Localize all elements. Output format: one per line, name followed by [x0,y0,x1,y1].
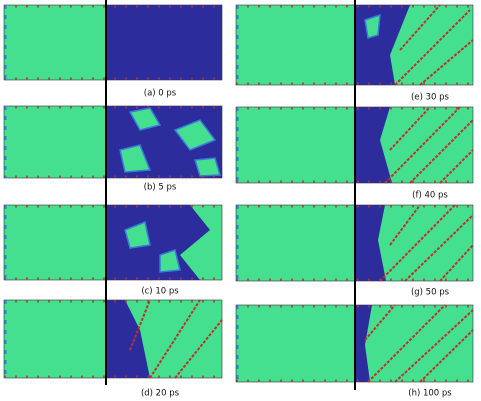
green-patch [194,157,221,177]
defect-line [364,304,396,341]
snapshot-panel [3,299,223,379]
blue-region [106,5,222,80]
defect-line [389,204,421,246]
green-patch [364,13,381,39]
defect-line [389,106,431,151]
defect-line [439,149,474,184]
defect-line [149,299,201,379]
blue-region [355,107,392,183]
defect-line [394,309,474,383]
defect-line [409,119,474,184]
blue-region [355,305,372,382]
green-patch [128,107,162,131]
defect-line [394,9,471,86]
panel-caption: (a) 0 ps [144,89,177,99]
green-patch [119,144,152,173]
defect-line [439,244,474,282]
snapshot-panel [3,105,223,179]
panel-caption: (c) 10 ps [141,287,179,297]
defect-line [367,304,446,383]
defect-line [404,214,474,282]
green-patch [159,249,181,273]
panel-caption: (h) 100 ps [408,389,452,399]
snapshot-panel [3,204,223,281]
blue-region [355,205,386,281]
defect-line [174,319,223,379]
panel-caption: (f) 40 ps [412,191,448,201]
blue-region [106,300,150,378]
panel-caption: (g) 50 ps [411,288,450,298]
defect-line [419,329,474,383]
green-patch [173,119,217,151]
blue-region [106,205,210,280]
defect-line [419,39,474,86]
panel-caption: (d) 20 ps [141,389,180,399]
panel-caption: (b) 5 ps [144,183,177,193]
green-patch [124,220,151,249]
snapshot-panel [3,4,223,81]
panel-caption: (e) 30 ps [411,93,449,103]
defect-line [399,4,441,51]
